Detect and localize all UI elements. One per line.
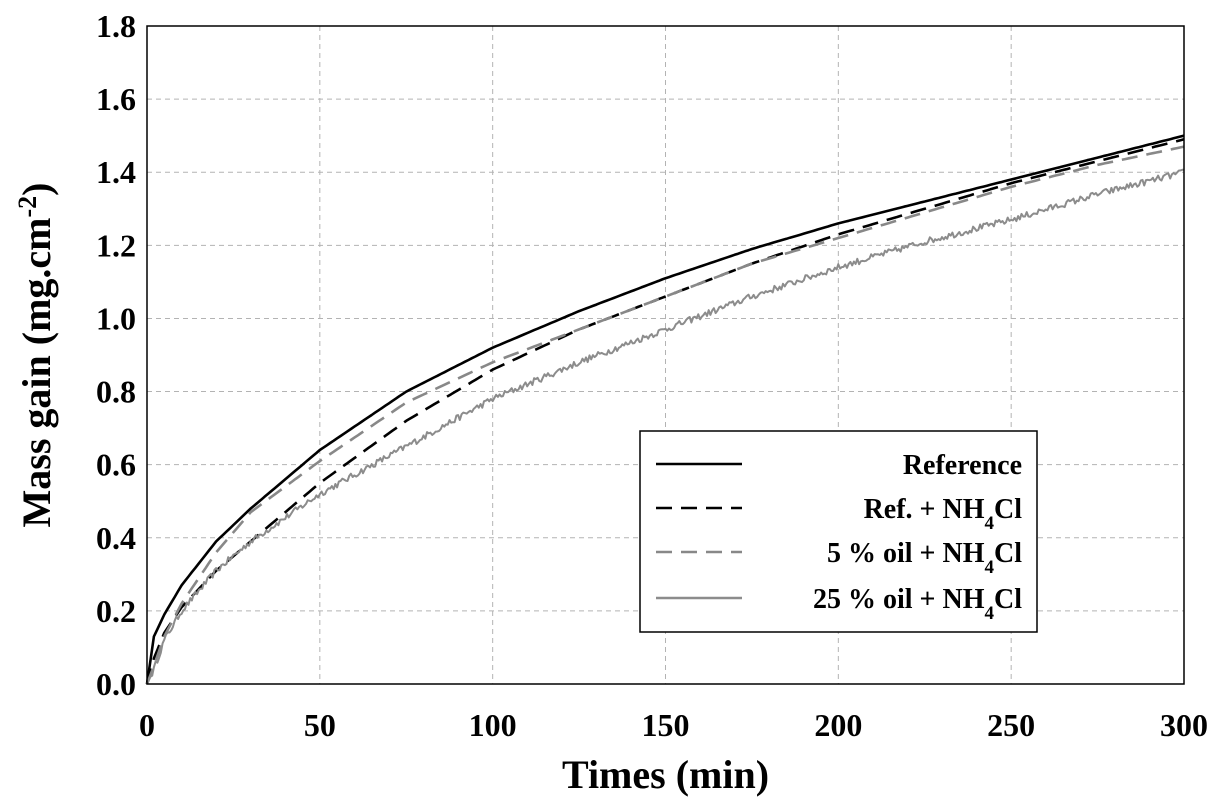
y-axis-title-end: ) <box>14 183 59 196</box>
legend-label-subscript: 4 <box>985 513 995 534</box>
y-axis-title-main: Mass gain (mg.cm <box>14 218 59 528</box>
legend-label-3: 25 % oil + NH4Cl <box>813 584 1022 624</box>
x-axis-title: Times (min) <box>562 752 769 797</box>
legend-label-subscript: 4 <box>985 557 995 578</box>
y-tick-label: 1.2 <box>96 227 136 263</box>
legend-label-text-end: Cl <box>994 494 1022 525</box>
legend-label-text-end: Cl <box>994 538 1022 569</box>
plot-frame <box>146 25 1185 685</box>
legend-label-text: 5 % oil + NH <box>827 538 985 569</box>
x-tick-label: 300 <box>1160 707 1208 743</box>
y-tick-label: 1.6 <box>96 81 136 117</box>
series-line-0 <box>145 134 1185 685</box>
legend-label-0: Reference <box>903 450 1022 481</box>
x-tick-label: 200 <box>814 707 862 743</box>
legend-label-1: Ref. + NH4Cl <box>864 494 1023 534</box>
y-tick-label: 0.2 <box>96 593 136 629</box>
y-tick-label: 1.0 <box>96 300 136 336</box>
x-tick-labels: 0 50 100 150 200 250 300 <box>139 707 1208 743</box>
y-tick-label: 1.4 <box>96 154 136 190</box>
y-tick-label: 0.0 <box>96 666 136 702</box>
x-tick-label: 250 <box>987 707 1035 743</box>
series-lines <box>145 134 1185 685</box>
y-tick-label: 0.8 <box>96 374 136 410</box>
x-tick-label: 50 <box>304 707 336 743</box>
x-tick-label: 150 <box>642 707 690 743</box>
series-line-3 <box>146 168 1184 685</box>
y-axis-title: Mass gain (mg.cm-2) <box>13 183 60 528</box>
y-axis-title-sup: -2 <box>13 196 42 218</box>
y-tick-label: 0.4 <box>96 520 136 556</box>
x-tick-label: 100 <box>469 707 517 743</box>
y-tick-label: 0.6 <box>96 447 136 483</box>
legend-label-2: 5 % oil + NH4Cl <box>827 538 1022 578</box>
legend-label-subscript: 4 <box>985 603 995 624</box>
x-tick-label: 0 <box>139 707 155 743</box>
legend-label-text-end: Cl <box>994 584 1022 615</box>
series-line-1 <box>145 138 1185 685</box>
legend-label-text: Ref. + NH <box>864 494 985 525</box>
y-tick-label: 1.8 <box>96 8 136 44</box>
y-tick-labels: 0.0 0.2 0.4 0.6 0.8 1.0 1.2 1.4 1.6 1.8 <box>96 8 136 702</box>
legend-label-text: 25 % oil + NH <box>813 584 985 615</box>
series-line-2 <box>145 145 1185 685</box>
